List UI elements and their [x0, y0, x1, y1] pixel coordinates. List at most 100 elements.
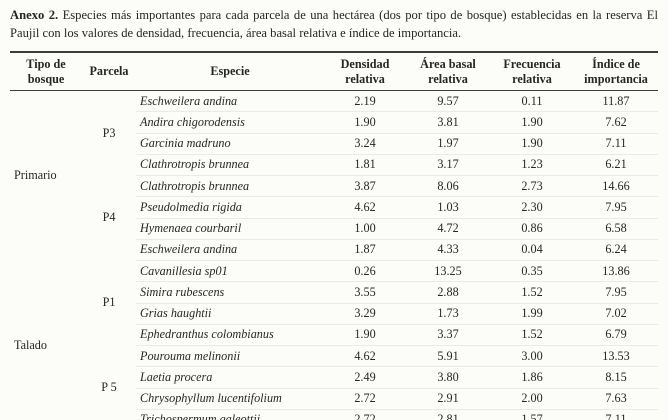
cell-indice: 7.95 [574, 281, 658, 304]
table-row: Simira rubescens 3.55 2.88 1.52 7.95 [10, 281, 658, 304]
cell-frecuencia: 2.30 [490, 196, 574, 219]
table-row: Ephedranthus colombianus 1.90 3.37 1.52 … [10, 324, 658, 347]
cell-indice: 7.63 [574, 388, 658, 410]
cell-indice: 7.02 [574, 303, 658, 325]
cell-area-basal: 5.91 [406, 345, 490, 368]
cell-frecuencia: 1.86 [490, 366, 574, 389]
cell-frecuencia: 1.90 [490, 111, 574, 134]
cell-densidad: 1.81 [324, 154, 406, 177]
cell-densidad: 3.29 [324, 303, 406, 325]
cell-especie: Cavanillesia sp01 [136, 260, 324, 283]
cell-frecuencia: 1.90 [490, 133, 574, 155]
header-row: Tipo de bosque Parcela Especie Densidad … [10, 51, 658, 92]
cell-area-basal: 3.37 [406, 324, 490, 347]
cell-area-basal: 1.97 [406, 133, 490, 155]
cell-frecuencia: 1.99 [490, 303, 574, 325]
cell-densidad: 3.55 [324, 281, 406, 304]
cell-densidad: 4.62 [324, 345, 406, 368]
cell-especie: Clathrotropis brunnea [136, 175, 324, 198]
cell-frecuencia: 1.57 [490, 409, 574, 420]
cell-indice: 11.87 [574, 90, 658, 113]
cell-especie: Hymenaea courbaril [136, 218, 324, 240]
cell-frecuencia: 0.86 [490, 218, 574, 240]
cell-frecuencia: 3.00 [490, 345, 574, 368]
cell-indice: 6.24 [574, 239, 658, 262]
cell-area-basal: 3.17 [406, 154, 490, 177]
cell-densidad: 1.90 [324, 111, 406, 134]
cell-especie: Pseudolmedia rigida [136, 196, 324, 219]
cell-area-basal: 4.33 [406, 239, 490, 262]
cell-area-basal: 2.81 [406, 409, 490, 420]
table-row: Laetia procera 2.49 3.80 1.86 8.15 [10, 366, 658, 389]
cell-area-basal: 13.25 [406, 260, 490, 283]
cell-especie: Simira rubescens [136, 281, 324, 304]
cell-densidad: 3.24 [324, 133, 406, 155]
cell-area-basal: 9.57 [406, 90, 490, 113]
col-header-frecuencia-relativa: Frecuencia relativa [490, 51, 574, 92]
table-row: Clathrotropis brunnea 1.81 3.17 1.23 6.2… [10, 154, 658, 177]
cell-indice: 8.15 [574, 366, 658, 389]
table-row: Chrysophyllum lucentifolium 2.72 2.91 2.… [10, 388, 658, 410]
table-row: Eschweilera andina 1.87 4.33 0.04 6.24 [10, 239, 658, 262]
cell-especie: Trichospermum galeottii [136, 409, 324, 420]
cell-area-basal: 2.91 [406, 388, 490, 410]
table-row: Garcinia madruno 3.24 1.97 1.90 7.11 [10, 133, 658, 155]
col-header-parcela: Parcela [82, 51, 136, 92]
cell-especie: Pourouma melinonii [136, 345, 324, 368]
cell-especie: Laetia procera [136, 366, 324, 389]
cell-tipo-bosque: Talado [14, 337, 47, 352]
cell-parcela: P1 [102, 295, 116, 310]
col-header-densidad-relativa: Densidad relativa [324, 51, 406, 92]
cell-densidad: 2.72 [324, 409, 406, 420]
col-header-especie: Especie [136, 51, 324, 92]
cell-densidad: 0.26 [324, 260, 406, 283]
cell-especie: Clathrotropis brunnea [136, 154, 324, 177]
table-header: Tipo de bosque Parcela Especie Densidad … [10, 51, 658, 92]
table-row: Hymenaea courbaril 1.00 4.72 0.86 6.58 [10, 218, 658, 240]
table-row: P4 Clathrotropis brunnea 3.87 8.06 2.73 … [10, 175, 658, 224]
cell-densidad: 1.90 [324, 324, 406, 347]
cell-indice: 7.62 [574, 111, 658, 134]
cell-area-basal: 8.06 [406, 175, 490, 198]
cell-especie: Ephedranthus colombianus [136, 324, 324, 347]
table-row: P 5 Pourouma melinonii 4.62 5.91 3.00 13… [10, 345, 658, 394]
cell-especie: Chrysophyllum lucentifolium [136, 388, 324, 410]
table-body: Primario P3 Eschweilera andina 2.19 9.57… [10, 90, 658, 420]
cell-especie: Garcinia madruno [136, 133, 324, 155]
cell-area-basal: 2.88 [406, 281, 490, 304]
species-table: Tipo de bosque Parcela Especie Densidad … [10, 51, 658, 420]
cell-indice: 6.79 [574, 324, 658, 347]
cell-frecuencia: 2.00 [490, 388, 574, 410]
cell-area-basal: 3.81 [406, 111, 490, 134]
cell-indice: 7.11 [574, 133, 658, 155]
cell-densidad: 2.72 [324, 388, 406, 410]
col-header-indice-de-importancia: Índice de importancia [574, 51, 658, 92]
cell-frecuencia: 2.73 [490, 175, 574, 198]
table-caption: Anexo 2. Especies más importantes para c… [10, 7, 658, 42]
table-row: Trichospermum galeottii 2.72 2.81 1.57 7… [10, 409, 658, 420]
table-row: Pseudolmedia rigida 4.62 1.03 2.30 7.95 [10, 196, 658, 219]
cell-especie: Eschweilera andina [136, 90, 324, 113]
cell-frecuencia: 1.52 [490, 281, 574, 304]
cell-densidad: 4.62 [324, 196, 406, 219]
caption-text: Especies más importantes para cada parce… [10, 8, 658, 40]
cell-parcela: P3 [102, 125, 116, 140]
cell-frecuencia: 1.23 [490, 154, 574, 177]
caption-label: Anexo 2. [10, 8, 59, 22]
table-row: Talado P1 Cavanillesia sp01 0.26 13.25 0… [10, 260, 658, 352]
table-row: Andira chigorodensis 1.90 3.81 1.90 7.62 [10, 111, 658, 134]
cell-densidad: 1.00 [324, 218, 406, 240]
cell-densidad: 2.19 [324, 90, 406, 113]
col-header-area-basal-relativa: Área basal relativa [406, 51, 490, 92]
cell-densidad: 2.49 [324, 366, 406, 389]
table-row: Primario P3 Eschweilera andina 2.19 9.57… [10, 90, 658, 182]
cell-especie: Grias haughtii [136, 303, 324, 325]
cell-densidad: 3.87 [324, 175, 406, 198]
cell-area-basal: 4.72 [406, 218, 490, 240]
cell-area-basal: 1.73 [406, 303, 490, 325]
cell-tipo-bosque: Primario [14, 168, 57, 183]
cell-area-basal: 3.80 [406, 366, 490, 389]
cell-especie: Eschweilera andina [136, 239, 324, 262]
cell-indice: 7.11 [574, 409, 658, 420]
